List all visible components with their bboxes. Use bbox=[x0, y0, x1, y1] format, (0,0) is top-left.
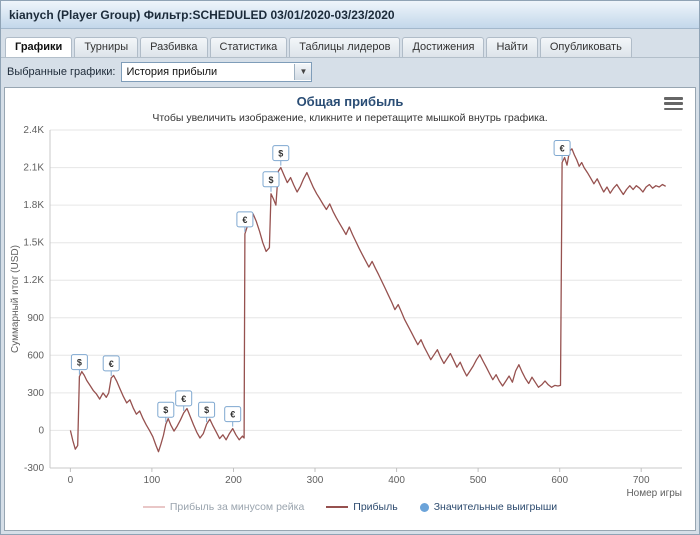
significant-win-marker[interactable] bbox=[70, 354, 88, 371]
x-tick-label: 200 bbox=[225, 475, 242, 486]
win-marker-symbol: $ bbox=[163, 405, 168, 415]
chart-subtitle: Чтобы увеличить изображение, кликните и … bbox=[152, 112, 548, 124]
legend-line-swatch bbox=[142, 506, 165, 508]
win-marker-symbol: $ bbox=[77, 358, 82, 368]
win-marker-symbol: $ bbox=[278, 149, 283, 159]
significant-win-marker[interactable] bbox=[262, 171, 280, 188]
significant-win-marker[interactable] bbox=[272, 145, 290, 162]
header-title: kianych (Player Group) Фильтр:SCHEDULED … bbox=[9, 7, 395, 22]
x-tick-label: 0 bbox=[68, 475, 74, 486]
legend-label: Значительные выигрыши bbox=[433, 501, 558, 513]
y-tick-label: 600 bbox=[27, 350, 44, 361]
win-marker-symbol: $ bbox=[204, 405, 209, 415]
win-marker-symbol: $ bbox=[268, 175, 273, 185]
y-tick-label: 300 bbox=[27, 388, 44, 399]
controls-row: Выбранные графики: История прибыли ▼ bbox=[1, 58, 699, 85]
significant-win-marker[interactable] bbox=[157, 401, 175, 418]
profit-chart[interactable]: -300 0 300 600 900 1.2K 1.5K 1.8K 2.1K 2.4K 0 100 20… bbox=[6, 124, 694, 500]
legend-item[interactable]: Значительные выигрыши bbox=[419, 501, 558, 513]
legend-line-swatch bbox=[326, 506, 349, 508]
profit-line bbox=[69, 148, 667, 453]
y-tick-label: 900 bbox=[27, 313, 44, 324]
export-menu-icon[interactable] bbox=[664, 97, 683, 110]
tab-tournaments[interactable]: Турниры bbox=[74, 37, 139, 57]
y-tick-label: 1.5K bbox=[23, 238, 44, 249]
win-marker-symbol: € bbox=[181, 394, 186, 404]
significant-win-marker[interactable] bbox=[553, 140, 571, 156]
legend-label: Прибыль bbox=[353, 501, 398, 513]
tab-achievements[interactable]: Достижения bbox=[402, 37, 485, 57]
significant-win-marker[interactable] bbox=[198, 401, 216, 418]
win-marker-symbol: € bbox=[230, 410, 235, 420]
header-bar: kianych (Player Group) Фильтр:SCHEDULED … bbox=[1, 1, 699, 29]
tab-statistics[interactable]: Статистика bbox=[209, 37, 288, 57]
significant-win-marker[interactable] bbox=[224, 406, 242, 423]
y-axis-title: Суммарный итог (USD) bbox=[10, 245, 21, 353]
x-tick-label: 700 bbox=[633, 475, 650, 486]
win-marker-symbol: € bbox=[242, 215, 247, 225]
x-tick-label: 100 bbox=[144, 475, 161, 486]
tab-bar: Графики Турниры Разбивка Статистика Таблицы … bbox=[1, 29, 699, 58]
y-tick-label: 2.1K bbox=[23, 163, 44, 174]
win-marker-symbol: € bbox=[109, 359, 114, 369]
x-tick-label: 600 bbox=[551, 475, 568, 486]
legend-item[interactable]: Прибыль bbox=[326, 501, 398, 513]
tab-breakdown[interactable]: Разбивка bbox=[140, 37, 208, 57]
significant-win-marker[interactable] bbox=[236, 211, 254, 228]
x-tick-label: 500 bbox=[470, 475, 487, 486]
legend-dot-swatch bbox=[419, 502, 429, 512]
chart-panel: Общая прибыль Чтобы увеличить изображени… bbox=[4, 87, 696, 531]
legend-item[interactable]: Прибыль за минусом рейка bbox=[142, 501, 305, 513]
x-axis-title: Номер игры bbox=[626, 488, 682, 499]
chart-title: Общая прибыль bbox=[296, 94, 404, 109]
legend-label: Прибыль за минусом рейка bbox=[169, 501, 305, 513]
tab-graphs[interactable]: Графики bbox=[5, 37, 73, 57]
chart-legend: Прибыль за минусом рейка Прибыль Значитель… bbox=[142, 501, 558, 513]
x-tick-label: 300 bbox=[307, 475, 324, 486]
significant-win-marker[interactable] bbox=[102, 355, 120, 372]
tab-find[interactable]: Найти bbox=[486, 37, 538, 57]
graph-type-select[interactable]: История прибыли ▼ bbox=[121, 61, 313, 82]
chevron-down-icon[interactable]: ▼ bbox=[294, 63, 312, 80]
win-marker-symbol: € bbox=[560, 144, 565, 154]
y-tick-label: 1.2K bbox=[23, 275, 44, 286]
tab-leaderboards[interactable]: Таблицы лидеров bbox=[289, 37, 401, 57]
selected-graphs-label: Выбранные графики: bbox=[7, 65, 116, 78]
y-tick-label: 2.4K bbox=[23, 125, 44, 136]
y-tick-label: -300 bbox=[24, 463, 44, 474]
y-tick-label: 1.8K bbox=[23, 200, 44, 211]
y-tick-label: 0 bbox=[38, 425, 44, 436]
tab-publish[interactable]: Опубликовать bbox=[539, 37, 632, 57]
x-tick-label: 400 bbox=[388, 475, 405, 486]
graph-select-value: История прибыли bbox=[126, 65, 218, 78]
significant-win-marker[interactable] bbox=[175, 390, 193, 407]
